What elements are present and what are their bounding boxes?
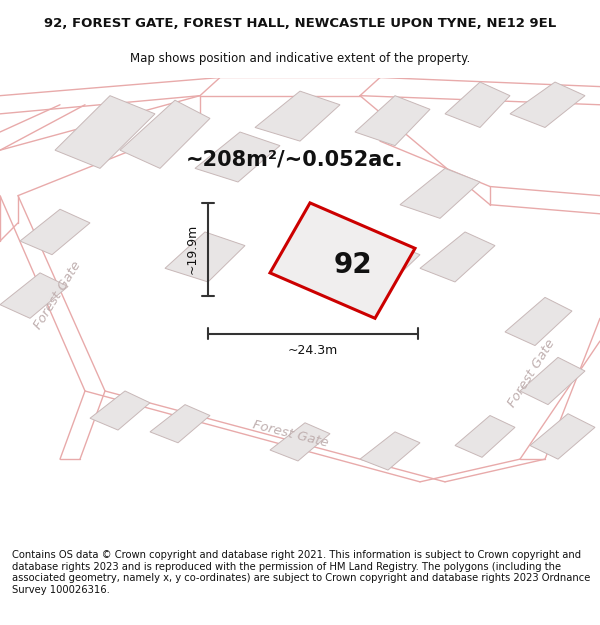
Polygon shape [355, 96, 430, 146]
Polygon shape [270, 422, 330, 461]
Polygon shape [90, 391, 150, 430]
Polygon shape [510, 82, 585, 127]
Polygon shape [255, 91, 340, 141]
Text: 92, FOREST GATE, FOREST HALL, NEWCASTLE UPON TYNE, NE12 9EL: 92, FOREST GATE, FOREST HALL, NEWCASTLE … [44, 17, 556, 30]
Polygon shape [520, 357, 585, 404]
Polygon shape [195, 132, 280, 182]
Polygon shape [455, 416, 515, 457]
Polygon shape [55, 96, 155, 168]
Text: ~24.3m: ~24.3m [288, 344, 338, 357]
Polygon shape [165, 232, 245, 282]
Polygon shape [400, 168, 480, 218]
Text: Forest Gate: Forest Gate [32, 259, 84, 332]
Polygon shape [345, 241, 420, 291]
Polygon shape [360, 432, 420, 470]
Polygon shape [0, 273, 68, 318]
Text: Forest Gate: Forest Gate [506, 336, 558, 409]
Text: 92: 92 [333, 251, 372, 279]
Text: ~208m²/~0.052ac.: ~208m²/~0.052ac. [186, 149, 404, 169]
Polygon shape [150, 404, 210, 442]
Text: Contains OS data © Crown copyright and database right 2021. This information is : Contains OS data © Crown copyright and d… [12, 550, 590, 595]
Polygon shape [270, 203, 415, 318]
Polygon shape [120, 100, 210, 168]
Text: Map shows position and indicative extent of the property.: Map shows position and indicative extent… [130, 52, 470, 64]
Polygon shape [505, 298, 572, 346]
Text: Forest Gate: Forest Gate [251, 418, 329, 449]
Text: ~19.9m: ~19.9m [185, 224, 199, 274]
Polygon shape [530, 414, 595, 459]
Polygon shape [445, 82, 510, 127]
Polygon shape [20, 209, 90, 254]
Polygon shape [420, 232, 495, 282]
